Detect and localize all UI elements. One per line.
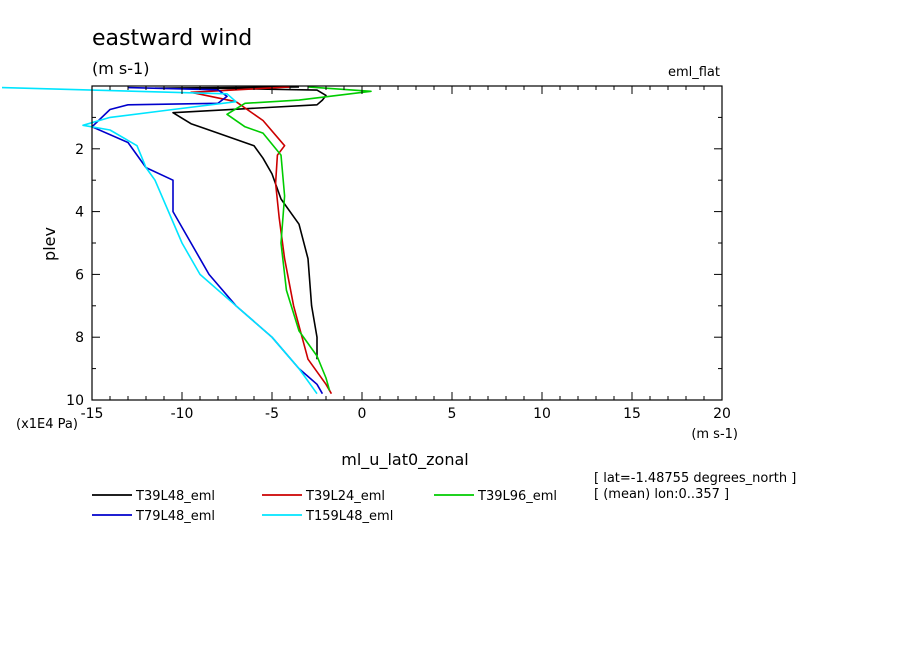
legend: T39L48_eml T39L24_eml T39L96_eml T79L48_eml… [92,489,557,524]
y-axis-label: plev [40,227,59,261]
chart-units-label: (m s-1) [92,59,149,78]
legend-label: T159L48_eml [305,509,393,524]
y-tick-label: 6 [75,267,84,283]
series-line-t39l48_eml [154,86,327,360]
plot-frame [91,85,723,401]
legend-label: T39L96_eml [477,489,557,504]
series-layer [1,86,372,395]
y-tick-label: 4 [75,205,84,221]
x-tick-label: -10 [171,406,194,422]
series-line-t159l48_eml [1,86,318,395]
x-tick-label: 20 [713,406,731,422]
x-units-label: (m s-1) [691,427,738,442]
chart-title: eastward wind [92,26,252,51]
x-tick-label: -5 [265,406,279,422]
y-units-label: (x1E4 Pa) [16,417,78,432]
x-tick-label: 10 [533,406,551,422]
y-tick-label: 8 [75,330,84,346]
series-line-t79l48_eml [91,86,324,395]
x-tick-label: -15 [81,406,104,422]
legend-label: T79L48_eml [135,509,215,524]
legend-label: T39L48_eml [135,489,215,504]
y-tick-label: 10 [66,393,84,409]
info-line-lon: [ (mean) lon:0..357 ] [594,487,729,502]
legend-label: T39L24_eml [305,489,385,504]
y-tick-label: 2 [75,142,84,158]
ticks-layer [91,85,723,401]
x-axis-label: ml_u_lat0_zonal [341,450,468,470]
info-line-lat: [ lat=-1.48755 degrees_north ] [594,471,796,486]
x-tick-label: 15 [623,406,641,422]
top-right-label: eml_flat [668,65,720,80]
series-line-t39l96_eml [226,86,372,391]
x-tick-label: 5 [448,406,457,422]
y-tick-labels: 2 4 6 8 10 [66,142,84,409]
x-tick-label: 0 [358,406,367,422]
x-tick-labels: -15 -10 -5 0 5 10 15 20 [81,406,731,422]
